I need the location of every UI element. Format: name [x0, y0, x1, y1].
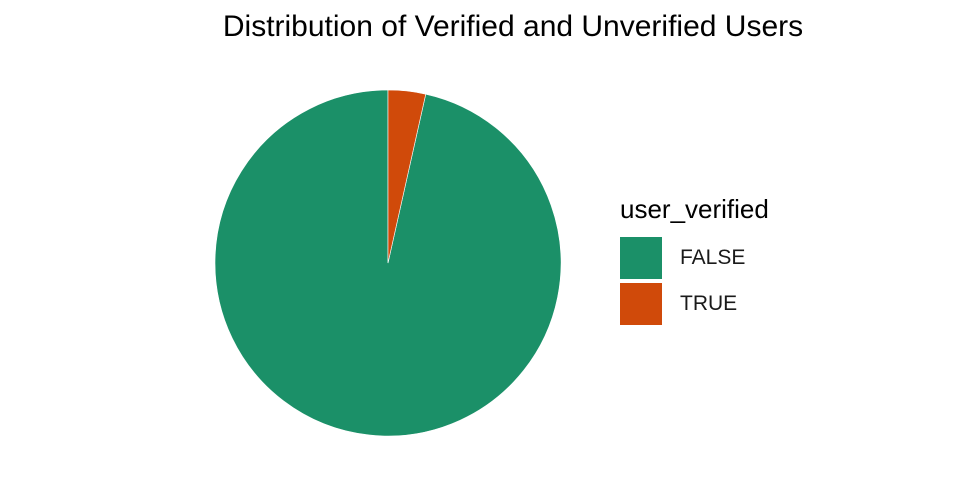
legend-item-false: FALSE — [620, 235, 769, 281]
legend-label-false: FALSE — [680, 246, 746, 269]
legend-title: user_verified — [620, 194, 769, 224]
chart-title: Distribution of Verified and Unverified … — [222, 10, 804, 43]
pie-slice-true — [387, 89, 427, 264]
legend-label-true: TRUE — [680, 292, 738, 315]
legend-key-false — [620, 237, 662, 279]
pie-slices — [214, 89, 562, 437]
legend-key-true — [620, 283, 662, 325]
legend-item-true: TRUE — [620, 281, 769, 327]
legend: user_verified FALSE TRUE — [620, 194, 769, 327]
